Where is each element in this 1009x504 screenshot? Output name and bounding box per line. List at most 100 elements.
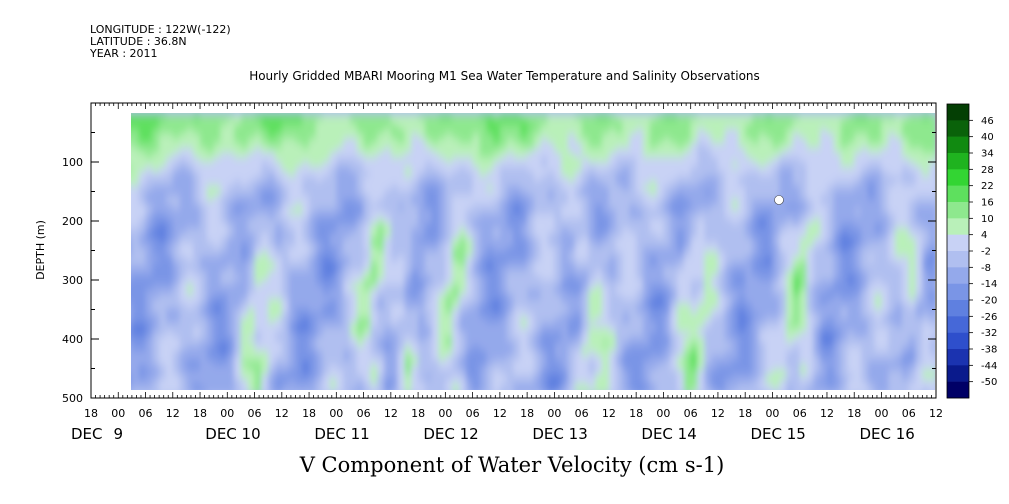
field-cell — [118, 299, 125, 304]
field-cell — [520, 317, 528, 324]
field-cell — [220, 303, 228, 309]
field-cell — [302, 265, 310, 272]
field-cell — [479, 331, 487, 338]
field-cell — [200, 152, 208, 158]
field-cell — [200, 133, 208, 139]
field-cell — [220, 275, 228, 281]
field-cell — [172, 331, 181, 338]
field-cell — [608, 355, 617, 361]
field-cell — [622, 322, 630, 328]
field-cell — [336, 138, 344, 144]
field-cell — [179, 350, 187, 357]
field-cell — [493, 204, 501, 210]
field-cell — [615, 275, 624, 281]
field-cell — [131, 190, 140, 196]
field-cell — [670, 119, 678, 125]
field-cell — [568, 383, 576, 390]
field-cell — [240, 369, 249, 375]
field-cell — [172, 162, 181, 168]
field-cell — [445, 185, 453, 191]
field-cell — [145, 213, 153, 220]
field-cell — [636, 379, 644, 385]
field-cell — [390, 256, 399, 262]
field-cell — [302, 114, 310, 121]
field-cell — [213, 246, 222, 253]
field-cell — [172, 261, 181, 267]
field-cell — [370, 331, 378, 338]
field-cell — [356, 180, 365, 187]
field-cell — [179, 346, 187, 352]
field-cell — [213, 379, 222, 385]
field-cell — [343, 327, 351, 333]
field-cell — [629, 303, 637, 309]
field-cell — [336, 327, 344, 333]
field-cell — [254, 308, 262, 314]
field-cell — [622, 176, 630, 182]
field-cell — [349, 228, 358, 234]
field-cell — [506, 346, 515, 352]
field-cell — [499, 336, 508, 342]
field-cell — [656, 364, 665, 371]
field-cell — [240, 355, 249, 361]
field-cell — [670, 256, 678, 262]
field-cell — [649, 270, 658, 276]
field-cell — [309, 298, 317, 305]
field-cell — [418, 275, 426, 281]
field-cell — [356, 213, 365, 220]
field-cell — [588, 143, 596, 149]
field-cell — [240, 336, 249, 342]
field-cell — [159, 114, 167, 121]
field-cell — [165, 322, 174, 328]
field-cell — [595, 317, 603, 324]
field-cell — [493, 185, 501, 191]
field-cell — [329, 185, 337, 191]
field-cell — [172, 360, 181, 366]
field-cell — [377, 157, 385, 163]
field-cell — [384, 265, 392, 272]
field-cell — [261, 124, 269, 130]
field-cell — [683, 388, 692, 390]
field-cell — [581, 322, 590, 328]
field-cell — [302, 128, 310, 135]
field-cell — [404, 346, 412, 352]
field-cell — [200, 147, 208, 154]
field-cell — [608, 294, 617, 300]
field-cell — [336, 162, 344, 168]
field-cell — [118, 190, 125, 195]
field-cell — [493, 147, 501, 154]
field-cell — [445, 313, 453, 319]
field-cell — [424, 180, 433, 187]
field-cell — [363, 346, 371, 352]
field-cell — [431, 166, 440, 173]
field-cell — [683, 294, 692, 300]
field-cell — [370, 336, 378, 342]
field-cell — [663, 246, 671, 253]
field-cell — [547, 232, 555, 239]
field-cell — [329, 298, 337, 305]
field-cell — [642, 114, 651, 121]
field-cell — [431, 294, 440, 300]
field-cell — [220, 114, 228, 121]
field-cell — [683, 284, 692, 291]
field-cell — [268, 308, 276, 314]
field-cell — [131, 327, 140, 333]
field-cell — [615, 284, 624, 291]
field-cell — [595, 185, 603, 191]
field-cell — [172, 379, 181, 385]
field-cell — [677, 265, 685, 272]
field-cell — [458, 119, 467, 125]
field-cell — [445, 308, 453, 314]
field-cell — [499, 213, 508, 220]
field-cell — [234, 176, 242, 182]
field-cell — [486, 317, 494, 324]
field-cell — [363, 242, 371, 248]
field-cell — [533, 355, 542, 361]
field-cell — [499, 114, 508, 121]
field-cell — [418, 289, 426, 295]
field-cell — [499, 308, 508, 314]
field-cell — [220, 294, 228, 300]
field-cell — [309, 209, 317, 215]
field-cell — [438, 138, 446, 144]
field-cell — [261, 284, 269, 291]
field-cell — [629, 242, 637, 248]
